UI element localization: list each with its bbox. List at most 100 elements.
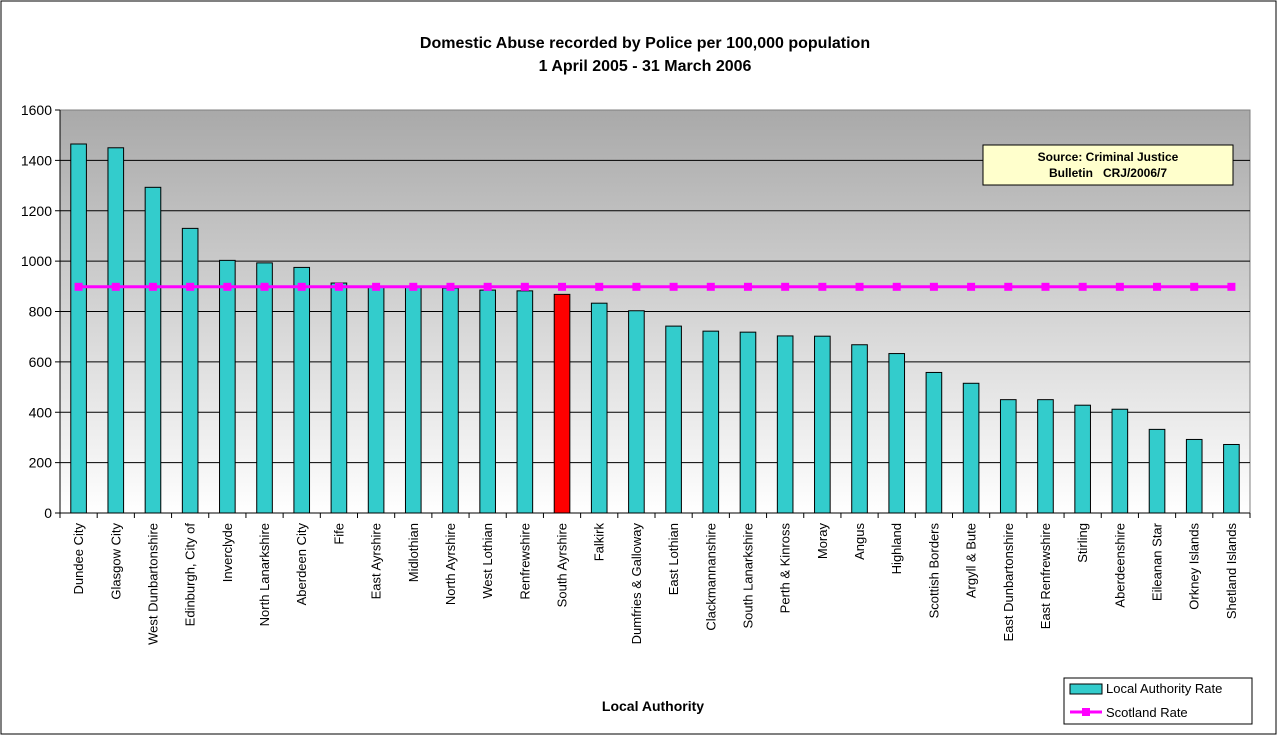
bar xyxy=(1148,428,1166,514)
bar xyxy=(1074,404,1091,514)
x-tick-label: Renfrewshire xyxy=(517,523,532,600)
scotland-rate-point xyxy=(818,282,827,291)
x-tick-label: East Dunbartonshire xyxy=(1001,523,1016,642)
x-tick-label: Inverclyde xyxy=(220,523,235,582)
scotland-rate-point xyxy=(743,282,752,291)
legend-box xyxy=(1063,677,1253,725)
legend: Local Authority Rate Scotland Rate xyxy=(1063,677,1253,725)
x-tick-label: Fife xyxy=(331,523,346,545)
scotland-rate-point xyxy=(669,282,678,291)
bar xyxy=(628,310,645,514)
bar xyxy=(256,262,273,514)
scotland-rate-point xyxy=(297,282,306,291)
y-tick-label: 1400 xyxy=(21,152,52,168)
bar xyxy=(1037,399,1054,514)
scotland-rate-series xyxy=(74,282,1236,291)
scotland-rate-point xyxy=(446,282,455,291)
legend-label-scotland: Scotland Rate xyxy=(1106,705,1188,720)
legend-label-local-authority: Local Authority Rate xyxy=(1106,681,1222,696)
bar xyxy=(144,186,162,514)
x-tick-label: Aberdeen City xyxy=(294,523,309,606)
scotland-rate-point xyxy=(929,282,938,291)
bar xyxy=(367,285,385,514)
bar xyxy=(590,302,608,514)
bar xyxy=(1111,408,1129,514)
scotland-rate-point xyxy=(1078,282,1087,291)
scotland-rate-point xyxy=(372,282,381,291)
x-tick-label: South Lanarkshire xyxy=(740,523,755,629)
source-note: Source: Criminal Justice Bulletin CRJ/20… xyxy=(982,144,1234,186)
bar xyxy=(776,335,794,514)
scotland-rate-point xyxy=(781,282,790,291)
legend-marker-swatch xyxy=(1082,708,1090,716)
scotland-rate-point xyxy=(892,282,901,291)
x-tick-label: Falkirk xyxy=(592,523,607,562)
bar xyxy=(516,290,534,514)
x-tick-label: South Ayrshire xyxy=(555,523,570,607)
bar xyxy=(851,344,868,514)
scotland-rate-point xyxy=(148,282,157,291)
scotland-rate-point xyxy=(558,282,567,291)
x-tick-label: Orkney Islands xyxy=(1187,523,1202,610)
x-tick-label: Perth & Kinross xyxy=(778,523,793,614)
scotland-rate-point xyxy=(595,282,604,291)
x-tick-label: West Dunbartonshire xyxy=(145,523,160,645)
x-tick-label: Aberdeenshire xyxy=(1112,523,1127,608)
scotland-rate-point xyxy=(260,282,269,291)
x-tick-label: Edinburgh, City of xyxy=(183,523,198,627)
x-tick-label: Shetland Islands xyxy=(1224,523,1239,620)
x-tick-label: East Renfrewshire xyxy=(1038,523,1053,629)
y-tick-label: 800 xyxy=(29,304,53,320)
y-tick-label: 1200 xyxy=(21,203,52,219)
scotland-rate-point xyxy=(409,282,418,291)
x-tick-label: Stirling xyxy=(1075,523,1090,563)
scotland-rate-point xyxy=(111,282,120,291)
scotland-rate-point xyxy=(967,282,976,291)
y-tick-label: 0 xyxy=(44,505,52,521)
y-tick-label: 200 xyxy=(29,455,53,471)
y-axis-ticks: 0 200 400 600 800 1000 1200 1400 1600 xyxy=(21,102,60,521)
bar xyxy=(665,325,682,514)
x-tick-label: Highland xyxy=(889,523,904,574)
bar xyxy=(219,259,236,514)
x-tick-label: Glasgow City xyxy=(108,523,123,600)
scotland-rate-point xyxy=(223,282,232,291)
x-tick-label: Argyll & Bute xyxy=(964,523,979,598)
bar xyxy=(814,335,831,514)
bar xyxy=(962,382,980,514)
x-tick-label: Dundee City xyxy=(71,523,86,595)
x-axis-labels: Dundee City Glasgow City West Dunbartonshi… xyxy=(59,513,1251,645)
chart-subtitle: 1 April 2005 - 31 March 2006 xyxy=(539,58,752,75)
x-tick-label: Moray xyxy=(815,523,830,560)
scotland-rate-point xyxy=(632,282,641,291)
scotland-rate-point xyxy=(74,282,83,291)
bar xyxy=(442,287,459,514)
bar xyxy=(330,282,348,514)
legend-bar-swatch xyxy=(1069,683,1103,695)
y-tick-label: 1600 xyxy=(21,102,52,118)
scotland-rate-point xyxy=(520,282,529,291)
x-tick-label: North Ayrshire xyxy=(443,523,458,605)
x-axis-title: Local Authority xyxy=(602,698,704,714)
x-tick-label: West Lothian xyxy=(480,523,495,599)
scotland-rate-point xyxy=(186,282,195,291)
scotland-rate-point xyxy=(1041,282,1050,291)
y-tick-label: 1000 xyxy=(21,253,52,269)
x-tick-label: East Ayrshire xyxy=(369,523,384,599)
x-tick-label: East Lothian xyxy=(666,523,681,595)
x-tick-label: Dumfries & Galloway xyxy=(629,523,644,645)
bar xyxy=(107,147,125,514)
bar xyxy=(293,266,311,514)
scotland-rate-point xyxy=(1115,282,1124,291)
x-tick-label: Eileanan Star xyxy=(1150,522,1165,601)
scotland-rate-point xyxy=(855,282,864,291)
bar xyxy=(1185,438,1203,514)
source-note-box xyxy=(982,144,1234,186)
chart-title: Domestic Abuse recorded by Police per 10… xyxy=(420,35,870,52)
bar xyxy=(479,289,496,514)
scotland-rate-point xyxy=(1227,282,1236,291)
source-note-line2: Bulletin CRJ/2006/7 xyxy=(1049,166,1167,180)
x-tick-label: Midlothian xyxy=(406,523,421,582)
